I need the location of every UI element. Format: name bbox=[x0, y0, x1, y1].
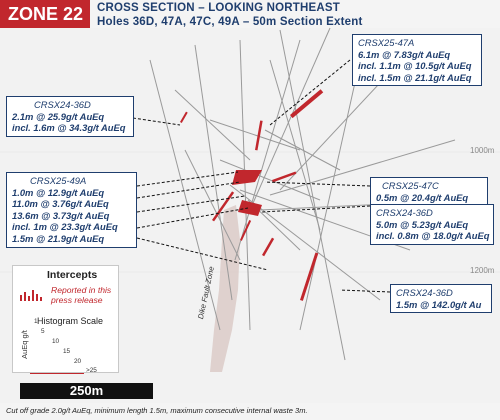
leader-line bbox=[132, 117, 181, 126]
drill-trace bbox=[269, 139, 456, 196]
callout-line: 1.5m @ 21.9g/t AuEq bbox=[12, 232, 105, 244]
intercept-bar bbox=[255, 120, 263, 151]
callout-line: 1.0m @ 12.9g/t AuEq bbox=[12, 186, 105, 198]
callout-line: 0.5m @ 20.4g/t AuEq bbox=[376, 191, 469, 203]
hist-label: 5 bbox=[41, 328, 45, 335]
callout-47a: CRSX25-47A 6.1m @ 7.83g/t AuEq incl. 1.1… bbox=[352, 34, 482, 87]
callout-36d-low: CRSX24-36D 1.5m @ 142.0g/t Au bbox=[390, 284, 492, 314]
intercept-bar bbox=[300, 252, 319, 301]
intercept-cluster bbox=[232, 170, 262, 185]
leader-line bbox=[136, 171, 239, 187]
hist-label: 1 bbox=[34, 318, 38, 325]
drill-trace bbox=[279, 29, 346, 361]
callout-line: 2.1m @ 25.9g/t AuEq bbox=[12, 110, 105, 122]
drill-trace bbox=[299, 59, 361, 331]
legend-hist-scale: Histogram Scale bbox=[37, 316, 104, 326]
callout-line: 1.5m @ 142.0g/t Au bbox=[396, 298, 482, 310]
intercept-histograms bbox=[180, 89, 324, 301]
hist-label: 20 bbox=[74, 358, 82, 365]
drill-trace bbox=[149, 59, 221, 331]
title-line-2: Holes 36D, 47A, 47C, 49A – 50m Section E… bbox=[97, 16, 363, 28]
callout-36d-mid: CRSX24-36D 5.0m @ 5.23g/t AuEq incl. 0.8… bbox=[370, 204, 494, 245]
callout-36d-top: CRSX24-36D 2.1m @ 25.9g/t AuEq incl. 1.6… bbox=[6, 96, 134, 137]
callout-49a: CRSX25-49A 1.0m @ 12.9g/t AuEq 11.0m @ 3… bbox=[6, 172, 137, 248]
drill-trace bbox=[209, 119, 301, 151]
drill-trace bbox=[264, 129, 341, 171]
callout-line: incl. 0.8m @ 18.0g/t AuEq bbox=[376, 230, 490, 242]
leader-lines bbox=[132, 59, 391, 293]
hist-label: 15 bbox=[63, 348, 71, 355]
callout-hole-id: CRSX25-47A bbox=[358, 37, 415, 48]
drill-trace bbox=[239, 39, 251, 331]
intercept-bar bbox=[239, 220, 252, 241]
zone-badge: ZONE 22 bbox=[0, 0, 90, 28]
callout-hole-id: CRSX25-47C bbox=[382, 180, 439, 191]
leader-line bbox=[136, 181, 241, 199]
drill-trace bbox=[234, 39, 301, 261]
leader-line bbox=[261, 205, 371, 213]
legend-axis-label: AuEq g/t bbox=[19, 330, 29, 359]
elevation-label-1200: 1200m bbox=[470, 266, 495, 275]
hist-label: >25 bbox=[86, 367, 97, 374]
callout-hole-id: CRSX25-49A bbox=[30, 175, 87, 186]
leader-line bbox=[339, 289, 391, 293]
leader-line bbox=[136, 195, 246, 213]
callout-line: incl. 1.1m @ 10.5g/t AuEq bbox=[358, 60, 472, 72]
drill-trace bbox=[174, 89, 251, 161]
legend-box: Intercepts Reported in this press releas… bbox=[12, 265, 119, 373]
callout-line: 11.0m @ 3.76g/t AuEq bbox=[12, 198, 109, 210]
title-line-1: CROSS SECTION – LOOKING NORTHEAST bbox=[97, 2, 341, 14]
scale-bar: 250m bbox=[20, 383, 153, 399]
drill-trace bbox=[219, 159, 321, 201]
intercept-bar bbox=[262, 237, 275, 257]
dike-fault-zone bbox=[210, 205, 240, 372]
callout-line: 6.1m @ 7.83g/t AuEq bbox=[358, 48, 451, 60]
leader-line bbox=[269, 59, 351, 126]
callout-line: incl. 1.6m @ 34.3g/t AuEq bbox=[12, 122, 126, 134]
drill-trace bbox=[269, 59, 321, 231]
legend-title: Intercepts bbox=[47, 269, 98, 281]
legend-reported: Reported in this press release bbox=[51, 285, 112, 306]
drill-trace bbox=[184, 149, 241, 261]
leader-line bbox=[136, 237, 269, 271]
drill-trace bbox=[194, 44, 233, 301]
intercept-bar bbox=[180, 111, 188, 123]
callout-hole-id: CRSX24-36D bbox=[396, 287, 453, 298]
elevation-label-1000: 1000m bbox=[470, 146, 495, 155]
figure-title: CROSS SECTION – LOOKING NORTHEAST Holes … bbox=[97, 1, 363, 29]
callout-hole-id: CRSX24-36D bbox=[376, 207, 433, 218]
callout-line: 5.0m @ 5.23g/t AuEq bbox=[376, 218, 469, 230]
callout-hole-id: CRSX24-36D bbox=[34, 99, 91, 110]
drill-traces bbox=[149, 27, 471, 361]
leader-line bbox=[264, 181, 371, 187]
intercept-bar bbox=[290, 89, 324, 119]
callout-line: incl. 1m @ 23.3g/t AuEq bbox=[12, 221, 118, 233]
reported-swatch-icon bbox=[20, 290, 42, 301]
footnote: Cut off grade 2.0g/t AuEq, minimum lengt… bbox=[6, 406, 308, 415]
callout-line: incl. 1.5m @ 21.1g/t AuEq bbox=[358, 71, 472, 83]
intercept-cluster bbox=[238, 200, 262, 216]
callout-line: 13.6m @ 3.73g/t AuEq bbox=[12, 209, 110, 221]
leader-line bbox=[136, 207, 249, 229]
hist-label: 10 bbox=[52, 338, 60, 345]
drill-trace bbox=[249, 27, 331, 211]
callout-47c: CRSX25-47C 0.5m @ 20.4g/t AuEq bbox=[370, 177, 488, 207]
intercept-bar bbox=[272, 171, 297, 183]
